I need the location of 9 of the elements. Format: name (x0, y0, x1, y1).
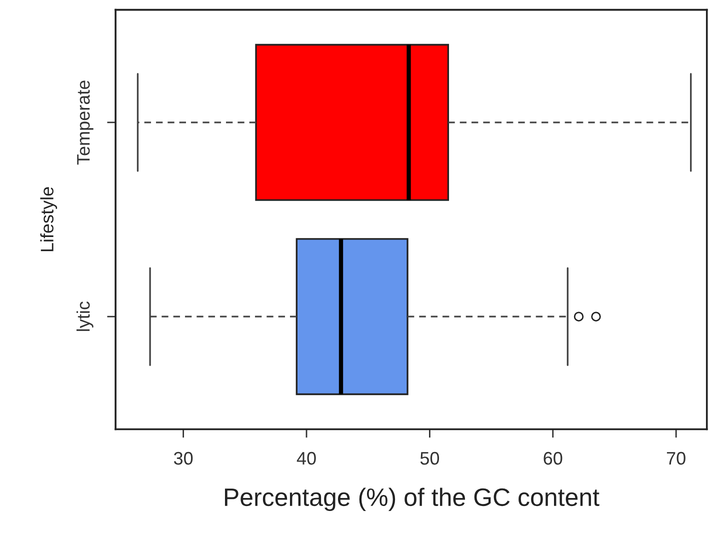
y-tick-label: Temperate (77, 80, 94, 165)
y-axis-title: Lifestyle (40, 187, 58, 252)
x-axis-title: Percentage (%) of the GC content (224, 488, 600, 512)
x-tick-label: 60 (544, 452, 562, 465)
x-tick-label: 30 (174, 452, 193, 465)
x-tick-label: 50 (420, 452, 440, 465)
y-tick-label: lytic (76, 302, 94, 331)
x-tick-label: 40 (296, 452, 316, 465)
x-tick-label: 70 (666, 452, 686, 465)
